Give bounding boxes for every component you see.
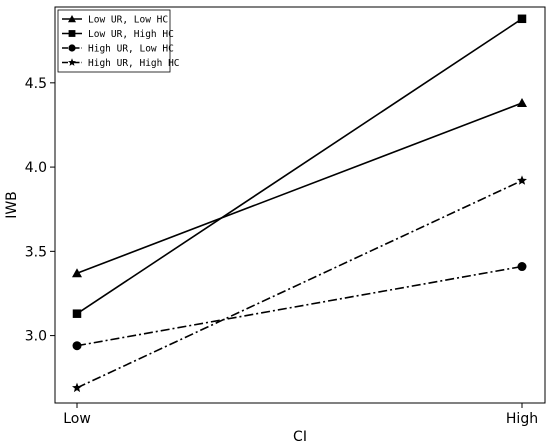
series-line [76,179,523,389]
legend-frame [57,9,171,73]
x-axis: Low High [63,403,538,427]
data-point-triangle [517,98,527,108]
x-axis-label: CI [293,429,307,445]
data-point-star [517,175,527,185]
y-axis: 3.0 3.5 4.0 4.5 [25,76,55,345]
legend-label: Low UR, Low HC [88,15,168,26]
data-point-circle [72,341,82,351]
data-point-square [72,309,82,318]
data-point-circle [517,262,527,272]
y-tick-label: 3.0 [25,329,47,345]
legend-label: High UR, High HC [88,58,180,69]
data-point-triangle [72,268,82,278]
legend-marker-square [68,30,76,37]
x-tick-label: High [506,411,538,427]
series-layer [72,14,527,393]
y-tick-label: 4.0 [25,160,47,176]
data-point-star [72,382,82,393]
series-line [76,18,523,315]
legend-marker-circle [68,44,76,52]
y-axis-label: IWB [4,191,20,219]
legend-label: Low UR, High HC [88,29,174,40]
x-tick-label: Low [63,411,91,427]
plot-frame [54,6,546,404]
series-line [76,102,523,274]
series-2 [72,14,527,318]
series-line [76,265,523,347]
legend-marker-triangle [68,15,76,23]
y-tick-label: 4.5 [25,76,47,92]
y-tick-label: 3.5 [25,244,47,260]
legend-marker-star [68,58,76,66]
series-3 [72,262,527,351]
series-4 [72,175,527,393]
legend-label: High UR, Low HC [88,44,174,55]
data-point-square [517,14,527,24]
legend: Low UR, Low HC Low UR, High HC High UR, Lo… [57,9,180,73]
series-1 [72,98,527,278]
